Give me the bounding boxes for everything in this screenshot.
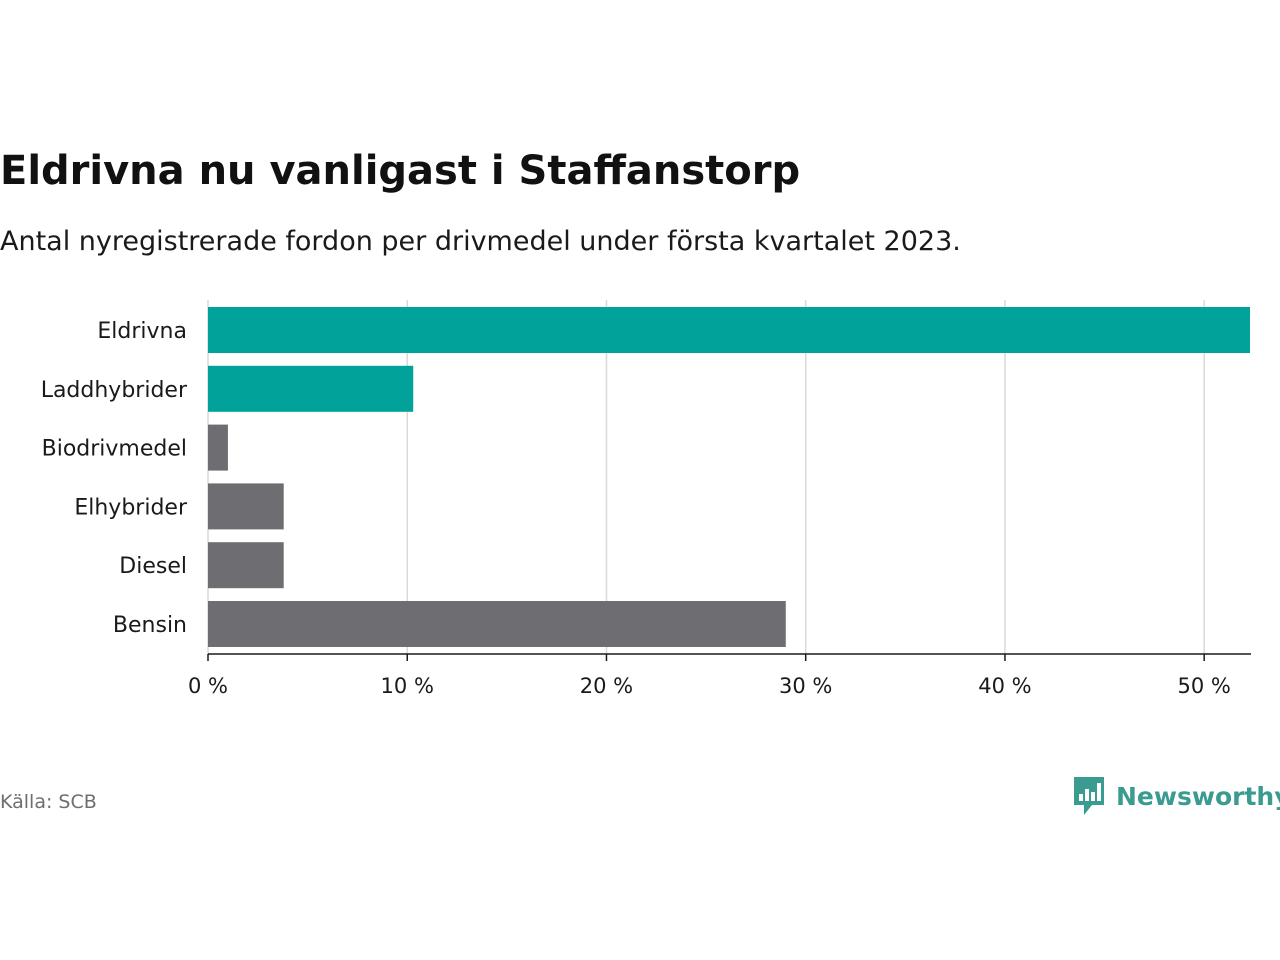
brand-name: Newsworthy [1116, 781, 1280, 811]
category-label-3: Elhybrider [74, 495, 188, 520]
bar-chart: Eldrivna Laddhybrider Biodrivmedel Elhybrid… [41, 300, 1251, 698]
x-tick-label-2: 20 % [580, 674, 633, 698]
category-label-5: Bensin [113, 613, 187, 638]
chart-subtitle: Antal nyregistrerade fordon per drivmede… [0, 226, 961, 257]
category-label-0: Eldrivna [97, 319, 187, 344]
x-tick-label-1: 10 % [381, 674, 434, 698]
x-tick-label-0: 0 % [188, 674, 228, 698]
category-label-2: Biodrivmedel [42, 437, 187, 462]
bar-3 [208, 483, 284, 530]
x-tick-label-5: 50 % [1177, 674, 1230, 698]
chart-title: Eldrivna nu vanligast i Staffanstorp [0, 148, 801, 194]
category-label-1: Laddhybrider [41, 378, 188, 403]
bar-1 [208, 365, 414, 412]
bar-2 [208, 424, 228, 471]
source-note: Källa: SCB [0, 791, 97, 813]
bar-5 [208, 601, 786, 647]
x-tick-label-3: 30 % [779, 674, 832, 698]
bar-0 [208, 307, 1250, 353]
brand-logo: Newsworthy [1072, 774, 1280, 818]
category-label-4: Diesel [119, 554, 187, 579]
bar-4 [208, 542, 284, 589]
x-tick-label-4: 40 % [978, 674, 1031, 698]
newsworthy-logo-icon [1074, 777, 1104, 815]
